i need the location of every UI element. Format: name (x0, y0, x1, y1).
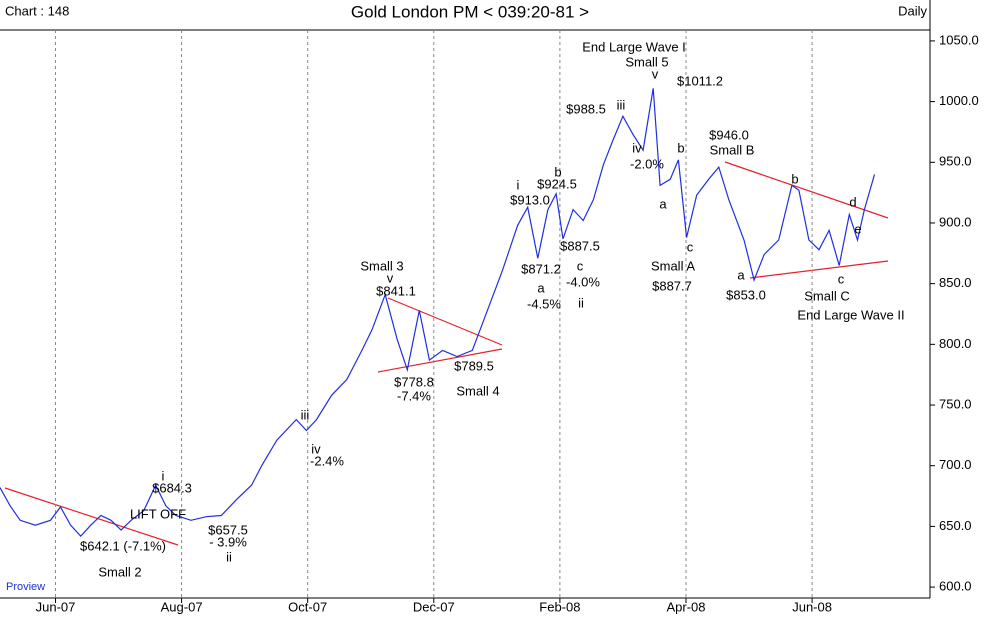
annotation: a (537, 280, 545, 295)
trendline (377, 348, 503, 373)
y-tick-label: 950.0 (939, 154, 972, 169)
annotation: $657.5 (208, 522, 248, 537)
annotation: LIFT OFF (130, 506, 186, 521)
annotation: b (677, 140, 684, 155)
trendline (387, 297, 503, 346)
period: Daily (898, 3, 927, 18)
y-tick-label: 800.0 (939, 336, 972, 351)
annotations: i $684.3 LIFT OFF $657.5 - 3.9% ii $642.… (80, 39, 905, 579)
y-tick-label: 1050.0 (939, 32, 979, 47)
y-tick-label: 600.0 (939, 579, 972, 594)
x-tick-label: Jun-07 (36, 599, 76, 614)
annotation: d (849, 194, 856, 209)
annotation: i (162, 468, 165, 483)
annotation: Small 5 (625, 54, 668, 69)
x-tick-label: Apr-08 (666, 599, 705, 614)
annotation: -7.4% (397, 388, 431, 403)
annotation: $778.8 (394, 374, 434, 389)
x-tick-label: Feb-08 (539, 599, 580, 614)
x-tick-label: Aug-07 (161, 599, 203, 614)
annotation: iii (617, 97, 626, 112)
annotation: ii (578, 295, 584, 310)
annotation: Small C (804, 288, 850, 303)
annotation: Small 4 (456, 383, 499, 398)
annotation: e (854, 221, 861, 236)
y-tick-label: 1000.0 (939, 93, 979, 108)
annotation: - 3.9% (209, 534, 247, 549)
annotation: -4.0% (566, 274, 600, 289)
annotation: -4.5% (527, 296, 561, 311)
y-tick-label: 750.0 (939, 396, 972, 411)
annotation: End Large Wave I (582, 39, 686, 54)
annotation: $684.3 (152, 480, 192, 495)
annotation: iv (632, 140, 642, 155)
annotation: $988.5 (566, 101, 606, 116)
annotation: Small 2 (98, 564, 141, 579)
annotation: $871.2 (521, 261, 561, 276)
annotation: a (737, 267, 745, 282)
annotation: c (838, 271, 845, 286)
annotation: $913.0 (510, 192, 550, 207)
annotation: c (577, 258, 584, 273)
annotation: b (554, 164, 561, 179)
price-line (0, 88, 876, 537)
annotation: b (791, 171, 798, 186)
source: Proview (6, 581, 45, 593)
y-tick-label: 900.0 (939, 214, 972, 229)
annotation: $887.7 (652, 278, 692, 293)
annotation: Small A (651, 258, 695, 273)
grid (54, 30, 813, 598)
annotation: End Large Wave II (797, 307, 904, 322)
annotation: -2.4% (310, 453, 344, 468)
annotation: i (517, 177, 520, 192)
annotation: iv (311, 441, 321, 456)
annotation: -2.0% (630, 156, 664, 171)
trendlines (4, 161, 889, 546)
y-tick-label: 850.0 (939, 275, 972, 290)
annotation: $841.1 (376, 283, 416, 298)
annotation: iii (301, 407, 310, 422)
annotation: v (652, 66, 659, 81)
annotation: $946.0 (709, 127, 749, 142)
chart-title: Gold London PM < 039:20-81 > (351, 2, 589, 21)
chart-header: Chart : 148 (5, 3, 69, 18)
annotation: $1011.2 (677, 73, 723, 88)
annotation: a (659, 196, 667, 211)
x-tick-label: Oct-07 (288, 599, 327, 614)
annotation: $924.5 (537, 176, 577, 191)
annotation: Small B (710, 142, 755, 157)
annotation: $642.1 (-7.1%) (80, 538, 166, 553)
annotation: $789.5 (454, 358, 494, 373)
annotation: Small 3 (360, 258, 403, 273)
trendline (724, 161, 889, 219)
annotation: v (387, 270, 394, 285)
annotation: $887.5 (560, 238, 600, 253)
x-tick-label: Dec-07 (413, 599, 455, 614)
annotation: ii (226, 549, 232, 564)
trendline (749, 260, 889, 279)
y-tick-label: 700.0 (939, 457, 972, 472)
trendline (4, 487, 179, 546)
y-tick-label: 650.0 (939, 518, 972, 533)
x-tick-label: Jun-08 (792, 599, 832, 614)
annotation: c (687, 239, 694, 254)
annotation: $853.0 (726, 287, 766, 302)
